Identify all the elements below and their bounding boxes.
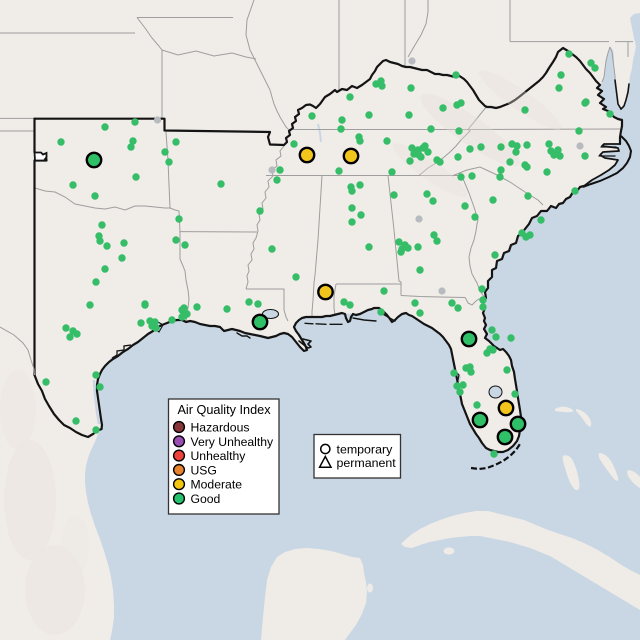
svg-text:Moderate: Moderate (191, 478, 243, 492)
svg-text:Air Quality Index: Air Quality Index (177, 403, 271, 417)
svg-text:Good: Good (191, 492, 221, 506)
svg-text:Unhealthy: Unhealthy (191, 449, 247, 463)
svg-text:Very Unhealthy: Very Unhealthy (191, 435, 275, 449)
svg-text:Hazardous: Hazardous (191, 421, 250, 435)
svg-text:temporary: temporary (337, 443, 394, 457)
svg-text:USG: USG (191, 463, 217, 477)
svg-text:permanent: permanent (337, 456, 397, 470)
